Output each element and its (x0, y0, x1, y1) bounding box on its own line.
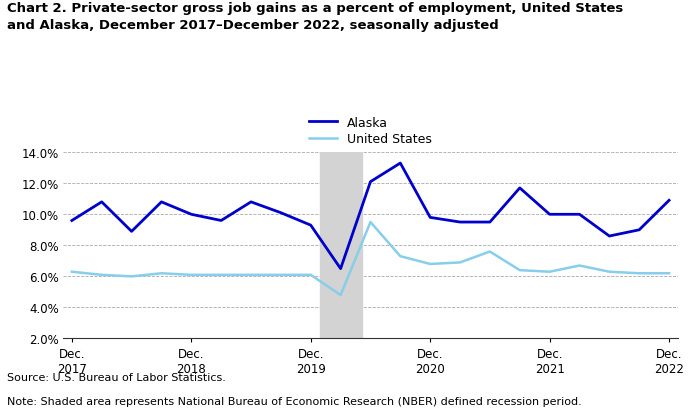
United States (605, 270, 614, 275)
United States (575, 263, 584, 268)
Alaska (127, 229, 136, 234)
United States (396, 254, 405, 259)
United States (307, 273, 315, 278)
Alaska (426, 215, 434, 220)
United States (486, 249, 494, 254)
Alaska (68, 218, 76, 223)
United States (545, 270, 554, 275)
United States (665, 271, 673, 276)
Bar (319, 153, 361, 339)
Text: Chart 2. Private-sector gross job gains as a percent of employment, United State: Chart 2. Private-sector gross job gains … (7, 2, 624, 15)
United States (187, 273, 196, 278)
United States (277, 273, 285, 278)
United States (157, 271, 166, 276)
Alaska (456, 220, 464, 225)
Alaska (605, 234, 614, 239)
Alaska (396, 161, 405, 166)
Alaska (187, 212, 196, 217)
Line: Alaska: Alaska (72, 164, 669, 269)
United States (426, 262, 434, 267)
Alaska (575, 212, 584, 217)
United States (68, 270, 76, 275)
Alaska (366, 180, 375, 185)
Alaska (307, 223, 315, 228)
United States (456, 260, 464, 265)
Alaska (277, 211, 285, 216)
Alaska (635, 228, 643, 233)
United States (336, 293, 345, 298)
Line: United States: United States (72, 223, 669, 295)
Alaska (247, 200, 255, 205)
United States (635, 271, 643, 276)
Alaska (217, 218, 225, 223)
Text: Note: Shaded area represents National Bureau of Economic Research (NBER) defined: Note: Shaded area represents National Bu… (7, 396, 582, 406)
Alaska (545, 212, 554, 217)
United States (247, 273, 255, 278)
Alaska (486, 220, 494, 225)
United States (98, 273, 106, 278)
Legend: Alaska, United States: Alaska, United States (304, 111, 437, 151)
United States (127, 274, 136, 279)
Alaska (516, 186, 524, 191)
Text: and Alaska, December 2017–December 2022, seasonally adjusted: and Alaska, December 2017–December 2022,… (7, 19, 499, 31)
Text: Source: U.S. Bureau of Labor Statistics.: Source: U.S. Bureau of Labor Statistics. (7, 372, 226, 382)
Alaska (336, 266, 345, 271)
Alaska (665, 198, 673, 203)
United States (366, 220, 375, 225)
United States (516, 268, 524, 273)
United States (217, 273, 225, 278)
Alaska (98, 200, 106, 205)
Alaska (157, 200, 166, 205)
